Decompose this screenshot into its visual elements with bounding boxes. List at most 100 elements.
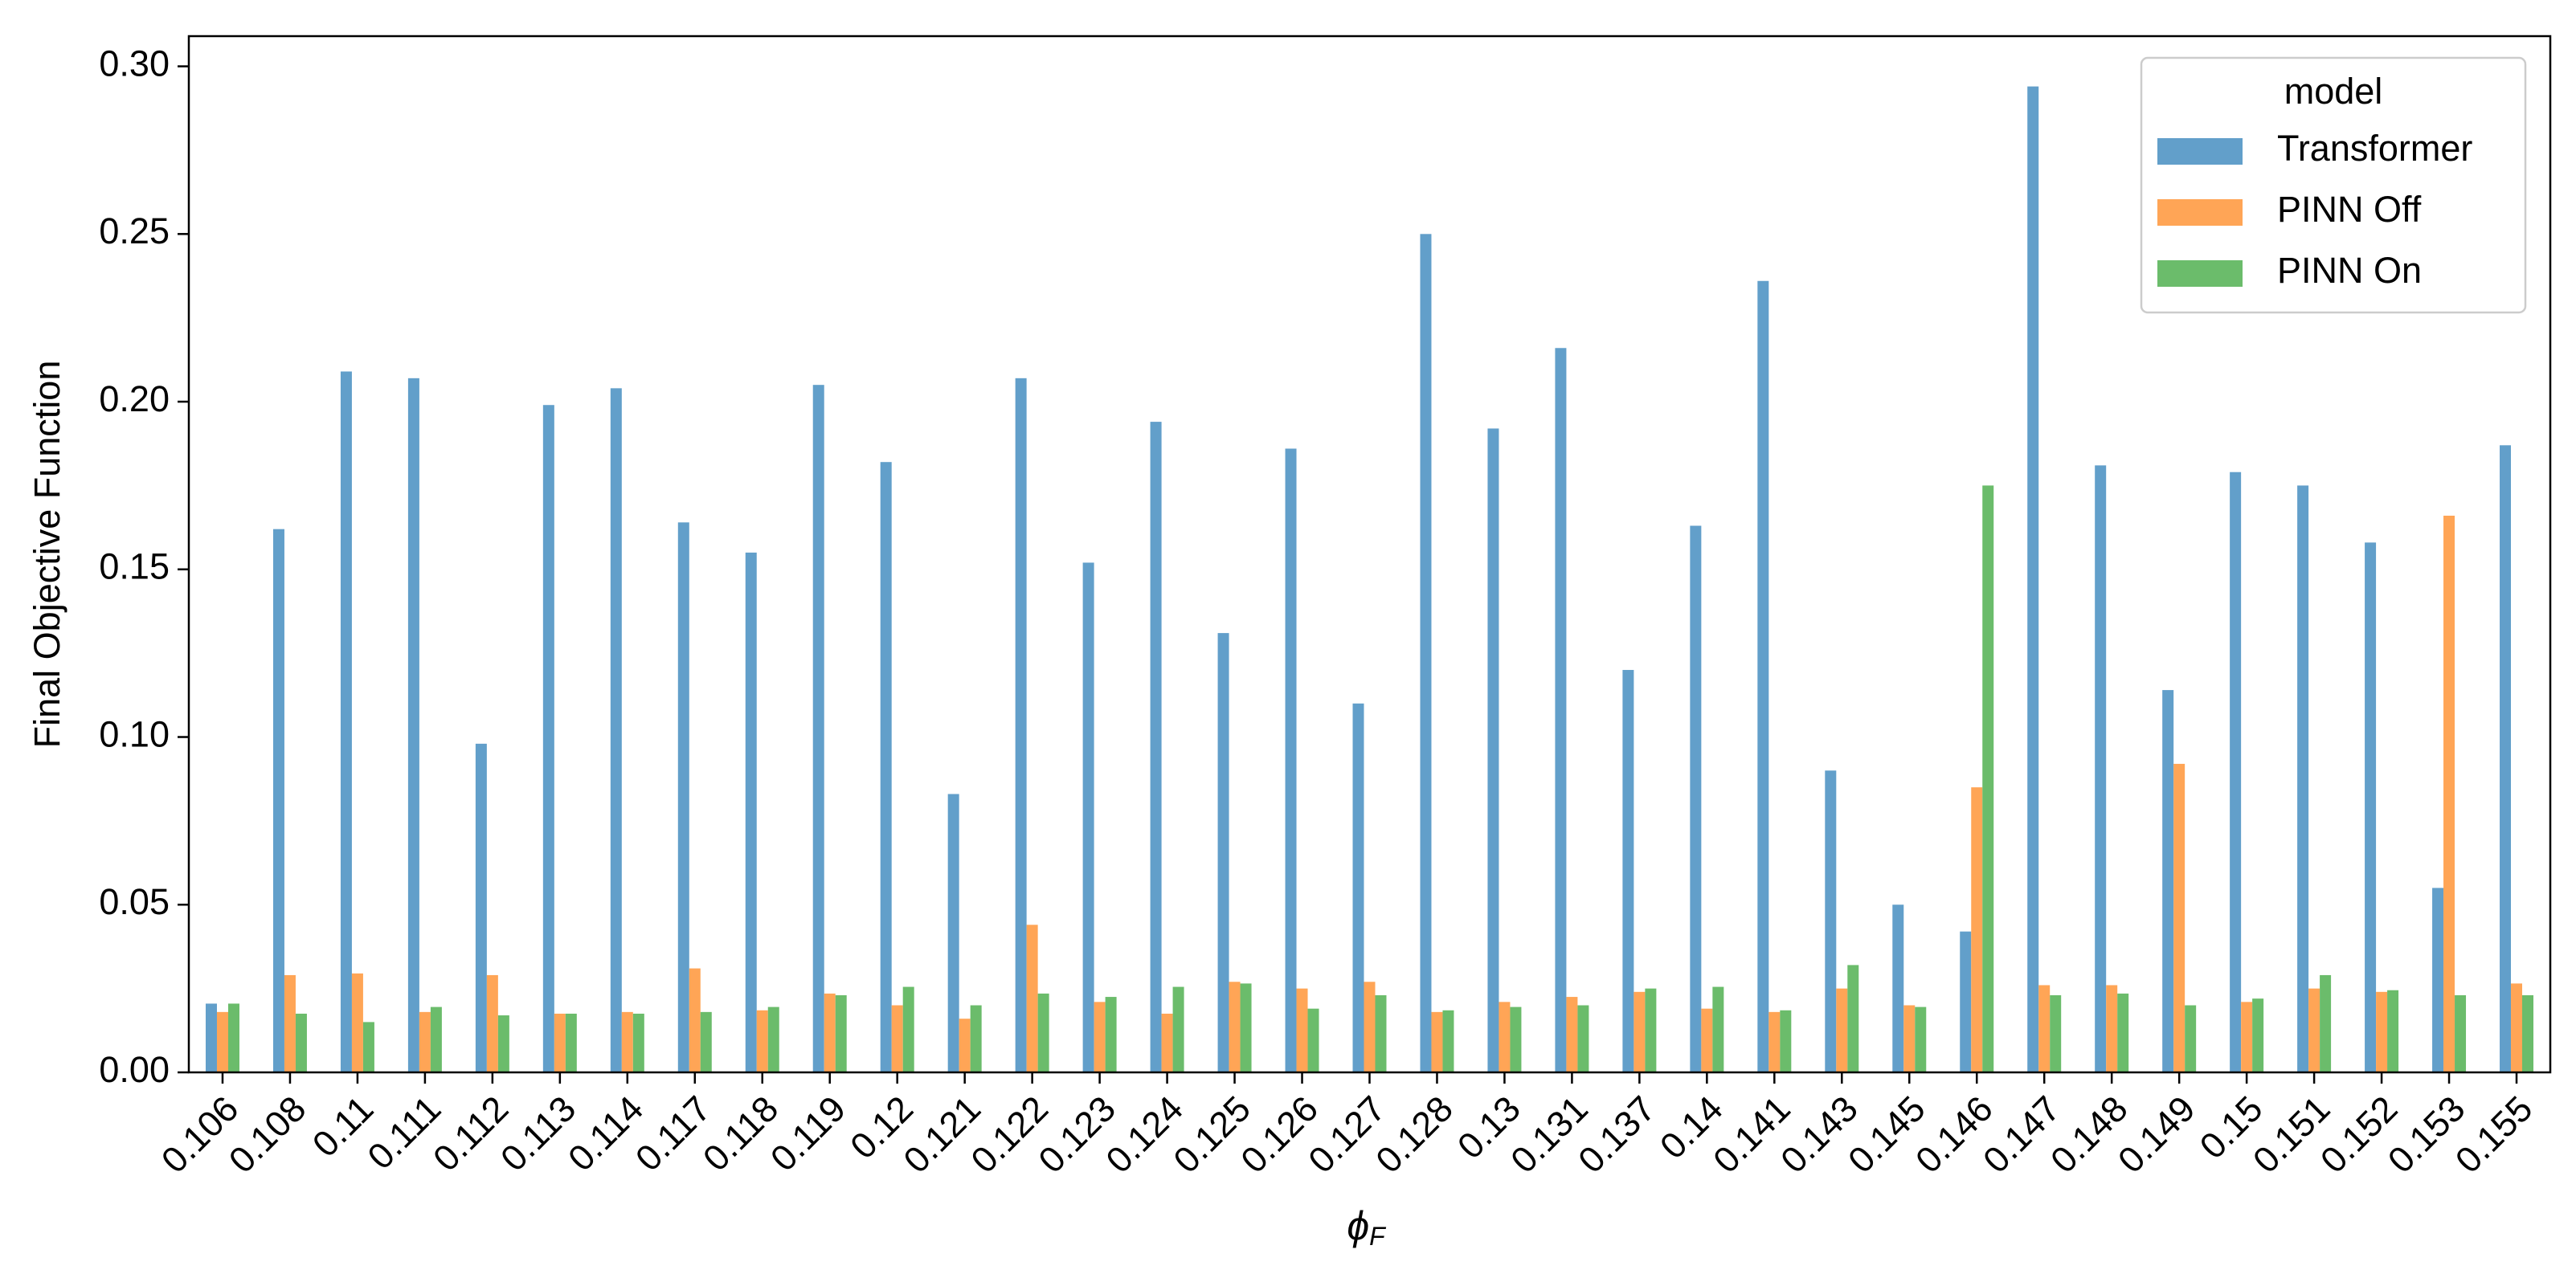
bar: [1960, 931, 1972, 1072]
x-label-subscript: F: [1369, 1222, 1387, 1251]
bar: [340, 371, 352, 1073]
bar: [475, 743, 487, 1072]
legend-title: model: [2284, 71, 2383, 112]
y-tick-label: 0.25: [99, 210, 170, 251]
bar: [1431, 1011, 1443, 1072]
bar: [419, 1011, 431, 1072]
bar: [2308, 988, 2320, 1072]
bar: [2297, 485, 2309, 1072]
bar: [1296, 988, 1308, 1072]
bar: [1037, 993, 1049, 1072]
y-tick-label: 0.05: [99, 881, 170, 922]
bar: [880, 462, 892, 1072]
bar: [1375, 994, 1387, 1072]
bar: [2173, 763, 2186, 1072]
bar: [1566, 997, 1578, 1072]
y-tick-label: 0.20: [99, 378, 170, 419]
bar: [1645, 988, 1657, 1072]
bar: [1352, 703, 1364, 1072]
legend-swatch: [2157, 138, 2243, 165]
bar: [2522, 994, 2534, 1072]
y-tick-label: 0.10: [99, 713, 170, 754]
bar: [2106, 985, 2118, 1072]
bar: [1161, 1013, 1173, 1072]
bar: [1690, 525, 1702, 1072]
bar: [351, 973, 363, 1072]
bar: [891, 1005, 903, 1072]
bar: [486, 974, 498, 1072]
legend-swatch: [2157, 260, 2243, 287]
bar: [1015, 378, 1027, 1072]
bar: [362, 1022, 374, 1072]
bar: [1577, 1005, 1589, 1072]
bar: [1240, 983, 1252, 1072]
y-tick-label: 0.00: [99, 1049, 170, 1090]
bar: [565, 1013, 577, 1072]
bar: [2443, 515, 2455, 1072]
bar: [947, 794, 959, 1072]
bar: [497, 1015, 509, 1072]
bar: [2095, 465, 2107, 1072]
bar: [1825, 770, 1837, 1072]
bar: [1780, 1010, 1792, 1072]
bar: [1622, 670, 1634, 1072]
bar: [216, 1011, 228, 1072]
bar: [2241, 1002, 2253, 1072]
bar: [902, 986, 914, 1072]
bar: [767, 1006, 779, 1072]
bar: [689, 968, 701, 1072]
bar: [1757, 280, 1769, 1072]
bar: [2320, 974, 2332, 1072]
bar: [1847, 965, 1859, 1072]
bar: [2387, 990, 2399, 1072]
bar: [2511, 983, 2523, 1072]
bar: [554, 1013, 566, 1072]
bar: [1285, 448, 1297, 1072]
bar: [1150, 422, 1162, 1072]
bar: [1701, 1008, 1713, 1072]
bar: [272, 529, 284, 1072]
bar: [2432, 888, 2444, 1072]
x-label-symbol: ϕ: [1347, 1203, 1369, 1248]
bar: [1420, 234, 1432, 1072]
bar: [1082, 562, 1094, 1072]
bar: [2117, 993, 2129, 1072]
bar: [1903, 1005, 1916, 1072]
y-tick-label: 0.15: [99, 546, 170, 587]
bar: [959, 1019, 971, 1072]
bar: [1364, 982, 1376, 1072]
bar: [1971, 787, 1983, 1072]
bar: [295, 1013, 307, 1072]
bar: [2365, 542, 2377, 1072]
bar: [430, 1006, 442, 1072]
bar: [1094, 1002, 1106, 1072]
bar: [970, 1005, 982, 1072]
bar: [407, 378, 419, 1072]
bar: [1510, 1006, 1522, 1072]
bar: [2455, 994, 2467, 1072]
legend-label: PINN On: [2277, 250, 2422, 291]
bar: [621, 1011, 633, 1072]
legend-label: Transformer: [2277, 128, 2472, 169]
bar: [2027, 86, 2039, 1073]
bar: [1712, 986, 1724, 1072]
bar: [1442, 1010, 1454, 1072]
bar: [2162, 690, 2174, 1072]
bar: [1105, 997, 1117, 1072]
legend-box: [2140, 56, 2527, 314]
y-tick-label: 0.30: [99, 43, 170, 84]
bar: [1307, 1008, 1319, 1072]
bar: [1499, 1002, 1511, 1072]
bar: [1892, 904, 1904, 1072]
bar: [677, 522, 689, 1072]
legend-swatch: [2157, 199, 2243, 226]
bar: [1487, 428, 1499, 1072]
bar: [745, 552, 757, 1072]
bar: [1172, 986, 1184, 1072]
bar: [812, 385, 824, 1072]
bar: [2500, 445, 2512, 1072]
bar: [700, 1011, 712, 1072]
bar: [2038, 985, 2051, 1072]
bar: [1229, 982, 1241, 1072]
